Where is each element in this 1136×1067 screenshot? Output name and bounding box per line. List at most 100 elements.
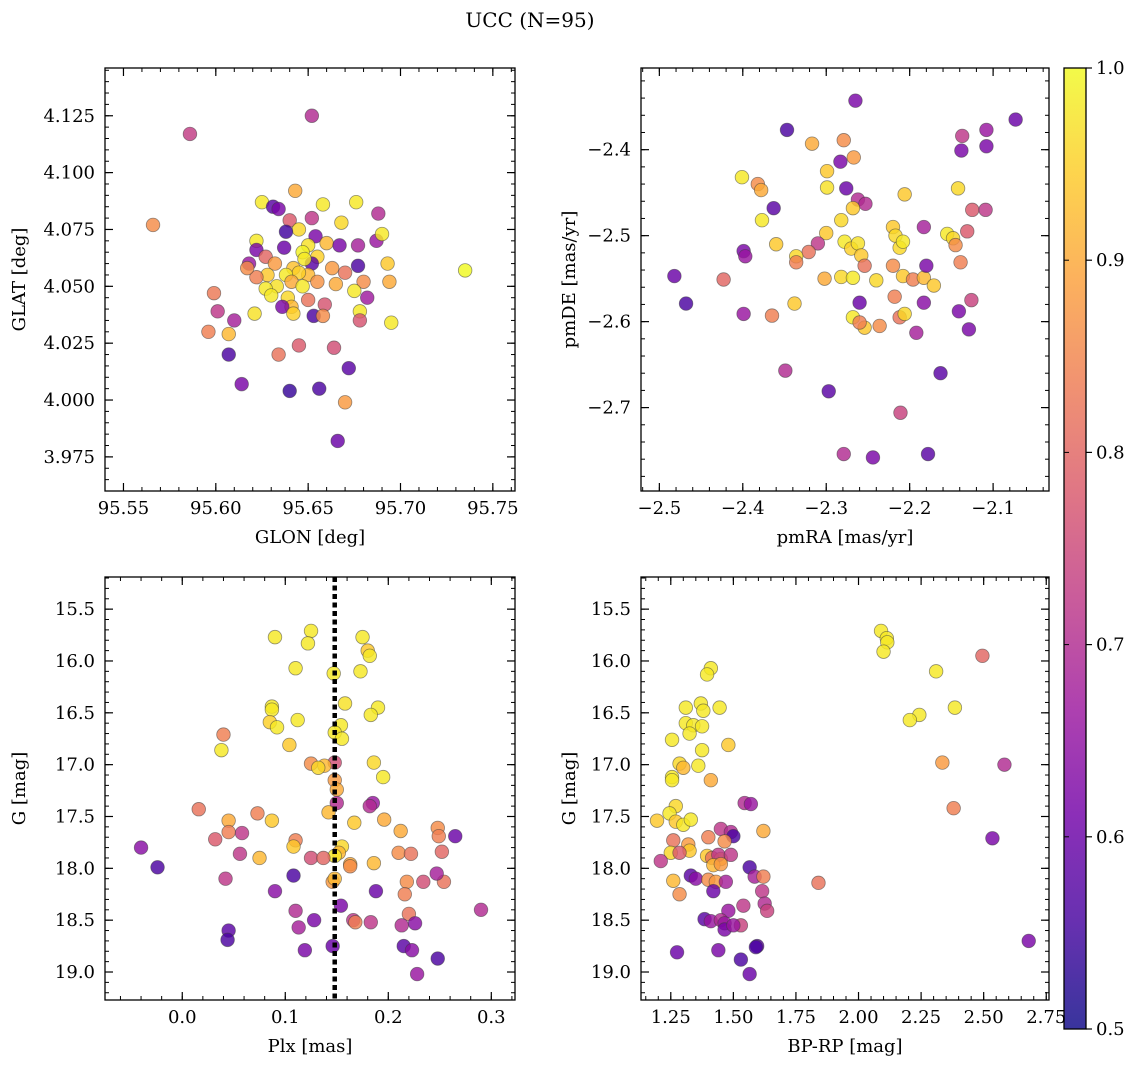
data-point bbox=[297, 943, 313, 958]
data-point bbox=[1008, 112, 1023, 127]
data-point bbox=[833, 154, 848, 169]
data-point bbox=[337, 696, 353, 711]
data-point bbox=[887, 289, 902, 304]
data-point bbox=[897, 187, 912, 202]
data-point bbox=[666, 873, 681, 888]
data-point bbox=[869, 273, 884, 288]
data-point bbox=[316, 850, 331, 866]
data-point bbox=[756, 869, 771, 884]
y-tick-label: 16.0 bbox=[55, 651, 95, 672]
y-tick-label: 15.5 bbox=[591, 599, 631, 620]
data-point bbox=[716, 272, 731, 287]
data-point bbox=[711, 943, 726, 958]
data-point bbox=[850, 236, 866, 251]
axes-frame bbox=[104, 576, 516, 1001]
data-point bbox=[267, 629, 283, 645]
data-point bbox=[928, 664, 944, 679]
data-point bbox=[264, 288, 279, 303]
x-tick-label: −2.2 bbox=[888, 498, 932, 519]
data-point bbox=[252, 850, 267, 866]
data-point bbox=[315, 197, 331, 212]
data-point bbox=[753, 182, 769, 198]
data-point bbox=[304, 108, 320, 123]
data-point bbox=[964, 292, 979, 308]
data-point bbox=[653, 853, 668, 869]
data-point bbox=[218, 871, 233, 886]
y-tick-label: 18.0 bbox=[55, 858, 95, 879]
data-point bbox=[201, 324, 216, 340]
data-point bbox=[312, 381, 327, 396]
data-point bbox=[787, 296, 802, 311]
minor-ticks bbox=[105, 577, 515, 1000]
x-tick-label: 0.3 bbox=[477, 1007, 506, 1028]
data-point bbox=[288, 183, 303, 199]
data-point bbox=[145, 217, 161, 233]
data-point bbox=[717, 834, 732, 849]
data-point bbox=[804, 136, 820, 151]
data-point bbox=[363, 707, 378, 723]
y-tick-label: −2.4 bbox=[587, 140, 631, 161]
y-tick-label: 16.5 bbox=[591, 703, 631, 724]
data-point bbox=[897, 306, 912, 322]
data-point bbox=[748, 939, 764, 955]
data-point bbox=[696, 703, 711, 718]
data-point bbox=[694, 719, 710, 734]
data-point bbox=[210, 304, 225, 319]
data-point bbox=[766, 200, 781, 216]
data-point bbox=[948, 237, 963, 253]
y-tick-label: 17.0 bbox=[55, 755, 95, 776]
data-point bbox=[363, 915, 378, 930]
data-point bbox=[371, 206, 386, 221]
data-point bbox=[933, 366, 948, 381]
data-point bbox=[350, 258, 366, 274]
data-point bbox=[334, 215, 349, 230]
data-point bbox=[403, 846, 419, 862]
data-point bbox=[845, 200, 861, 216]
data-point bbox=[133, 840, 149, 855]
data-point bbox=[208, 832, 223, 847]
data-point bbox=[779, 122, 795, 138]
x-tick-label: −2.3 bbox=[804, 498, 848, 519]
data-point bbox=[682, 726, 697, 741]
data-point bbox=[303, 623, 319, 639]
data-point bbox=[754, 212, 770, 228]
y-tick-label: 17.5 bbox=[55, 806, 95, 827]
data-point bbox=[393, 823, 408, 839]
data-point bbox=[342, 859, 358, 874]
data-point bbox=[723, 847, 739, 863]
data-point bbox=[221, 347, 236, 362]
data-point bbox=[788, 255, 804, 270]
data-point bbox=[718, 874, 734, 890]
y-tick-label: −2.5 bbox=[587, 226, 631, 247]
data-point bbox=[269, 720, 285, 735]
data-point bbox=[356, 274, 371, 289]
data-point bbox=[380, 256, 395, 271]
data-point bbox=[736, 306, 751, 322]
data-point bbox=[348, 915, 363, 930]
data-point bbox=[997, 757, 1012, 772]
data-point bbox=[220, 932, 235, 948]
data-point bbox=[362, 798, 377, 814]
data-point bbox=[664, 773, 680, 788]
data-point bbox=[416, 874, 431, 890]
data-point bbox=[691, 758, 706, 773]
data-point bbox=[916, 219, 932, 235]
data-point bbox=[304, 210, 320, 226]
data-point bbox=[407, 916, 423, 931]
data-point bbox=[234, 376, 249, 392]
data-point bbox=[250, 806, 265, 821]
data-point bbox=[232, 846, 248, 862]
data-point bbox=[337, 395, 353, 410]
data-point bbox=[713, 856, 729, 872]
y-tick-label: 3.975 bbox=[43, 447, 95, 468]
data-point bbox=[852, 315, 867, 330]
x-tick-label: −2.1 bbox=[971, 498, 1015, 519]
data-point bbox=[221, 326, 236, 342]
data-point bbox=[434, 844, 450, 859]
data-point bbox=[768, 237, 784, 252]
y-axis-label: pmDE [mas/yr] bbox=[559, 211, 580, 349]
data-point bbox=[733, 952, 749, 967]
data-point bbox=[857, 258, 872, 273]
data-point bbox=[362, 648, 377, 663]
data-point bbox=[726, 918, 741, 933]
